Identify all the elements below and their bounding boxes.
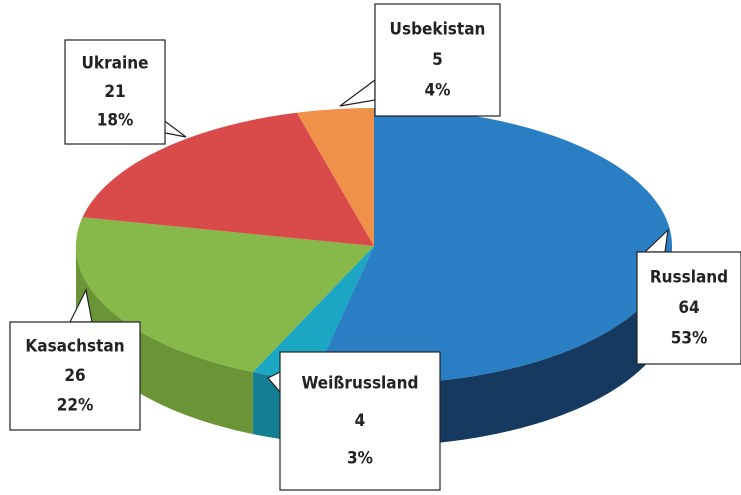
percent-label: 22% [57, 395, 94, 415]
callout-box [9, 321, 141, 431]
percent-label: 18% [97, 110, 134, 130]
percent-label: 4% [425, 81, 451, 101]
slice [296, 108, 374, 246]
value-label: 21 [104, 82, 125, 102]
callout-pointer [339, 78, 376, 107]
value-label: 5 [432, 50, 443, 70]
category-label: Russland [650, 267, 728, 287]
category-label: Weißrussland [302, 373, 419, 393]
callout-box [374, 3, 501, 117]
pie [76, 108, 672, 446]
value-label: 64 [678, 298, 699, 318]
percent-label: 3% [347, 449, 373, 469]
category-label: Ukraine [82, 54, 149, 74]
slice [312, 108, 672, 384]
slice [76, 217, 374, 373]
percent-label: 53% [671, 329, 708, 349]
value-label: 4 [355, 411, 366, 431]
callout-box [636, 251, 741, 365]
slice-side [76, 246, 253, 435]
callouts: Russland 64 53% Weißrussland 4 3% Kasachstan 26… [9, 3, 741, 491]
value-label: 26 [64, 366, 85, 386]
callout-box [64, 39, 166, 145]
callout-box [279, 351, 441, 491]
slice [82, 112, 374, 246]
category-label: Kasachstan [25, 337, 124, 357]
category-label: Usbekistan [390, 19, 486, 39]
slice [252, 246, 374, 381]
